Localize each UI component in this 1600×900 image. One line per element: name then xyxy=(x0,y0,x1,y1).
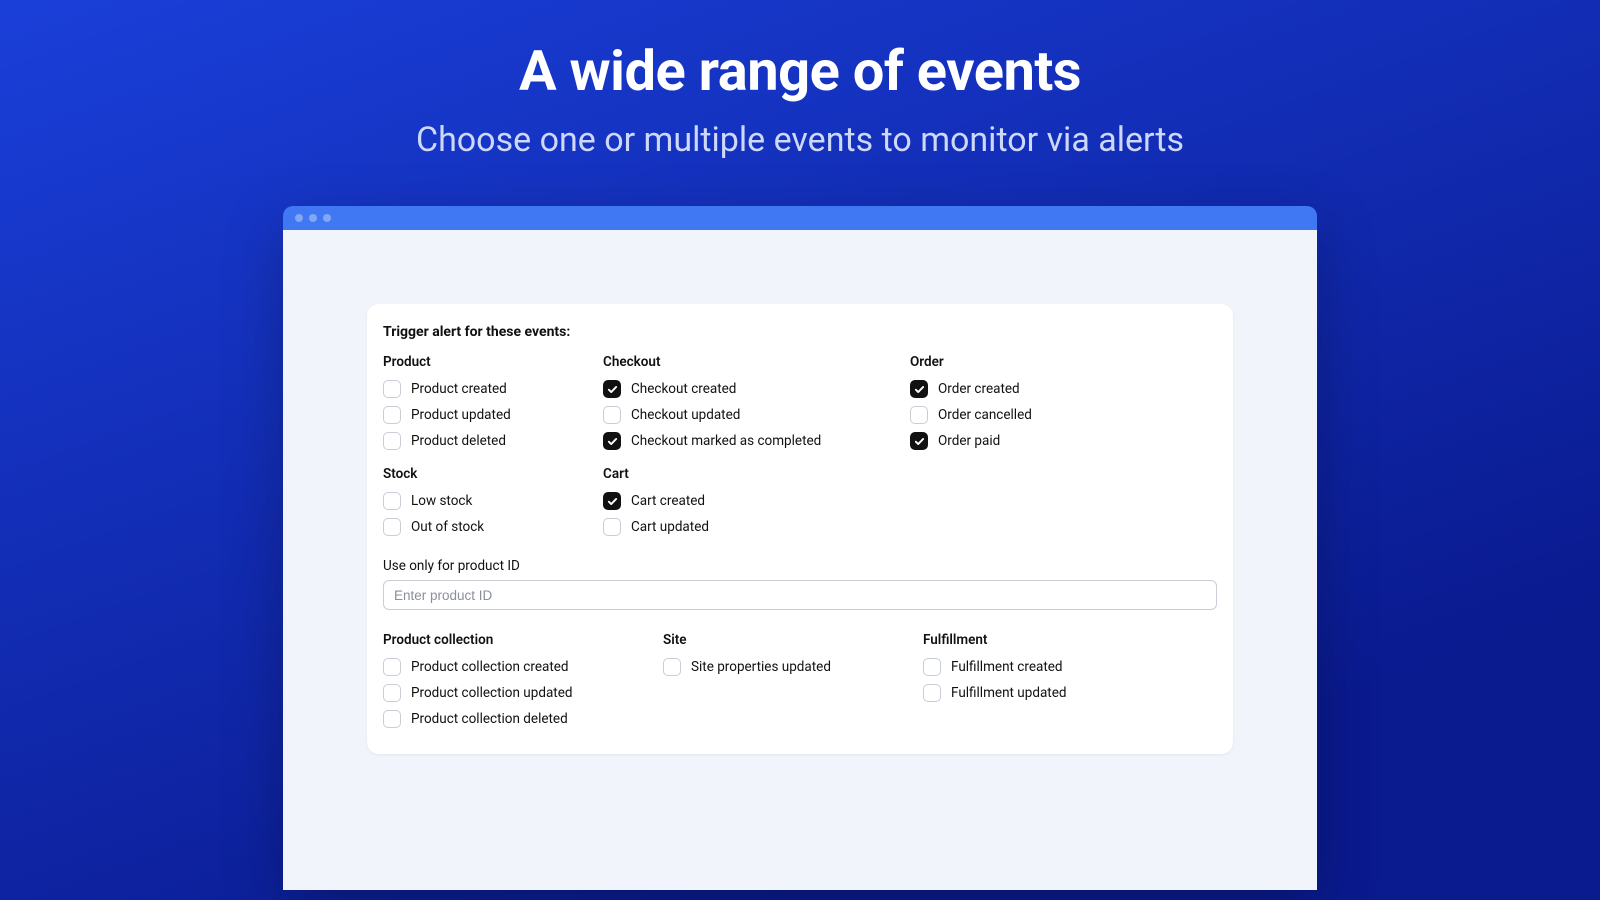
checkbox[interactable] xyxy=(910,432,928,450)
group-title: Order xyxy=(910,354,1217,370)
checkbox-row[interactable]: Fulfillment updated xyxy=(923,680,1217,706)
group-title: Checkout xyxy=(603,354,910,370)
checkbox[interactable] xyxy=(383,380,401,398)
checkbox-row[interactable]: Order paid xyxy=(910,428,1217,454)
event-group: Order Order created Order cancelled Order p… xyxy=(910,354,1217,454)
group-title: Stock xyxy=(383,466,603,482)
window-dot xyxy=(295,214,303,222)
product-id-block: Use only for product ID xyxy=(383,558,1217,610)
checkbox[interactable] xyxy=(383,658,401,676)
checkbox-label: Fulfillment created xyxy=(951,659,1063,675)
checkbox-label: Checkout marked as completed xyxy=(631,433,821,449)
event-group: Stock Low stock Out of stock xyxy=(383,466,603,540)
checkbox-row[interactable]: Product collection updated xyxy=(383,680,663,706)
checkbox[interactable] xyxy=(910,380,928,398)
checkbox-label: Order cancelled xyxy=(938,407,1032,423)
checkbox[interactable] xyxy=(383,684,401,702)
group-title: Fulfillment xyxy=(923,632,1217,648)
checkbox-row[interactable]: Order cancelled xyxy=(910,402,1217,428)
checkbox-label: Product deleted xyxy=(411,433,506,449)
checkbox[interactable] xyxy=(383,492,401,510)
checkbox-label: Out of stock xyxy=(411,519,484,535)
checkbox[interactable] xyxy=(603,492,621,510)
window-canvas: Trigger alert for these events: ProductP… xyxy=(283,230,1317,890)
checkbox-label: Cart updated xyxy=(631,519,709,535)
checkbox-label: Product collection deleted xyxy=(411,711,568,727)
checkbox-label: Order paid xyxy=(938,433,1000,449)
checkbox-label: Order created xyxy=(938,381,1020,397)
checkbox-label: Checkout created xyxy=(631,381,736,397)
checkbox[interactable] xyxy=(383,406,401,424)
checkbox-row[interactable]: Checkout updated xyxy=(603,402,910,428)
event-groups-bottom: Product collection Product collection cre… xyxy=(383,632,1217,732)
event-groups-top: Product Product created Product updated Pro… xyxy=(383,354,1217,454)
checkbox-row[interactable]: Order created xyxy=(910,376,1217,402)
checkbox-row[interactable]: Checkout created xyxy=(603,376,910,402)
event-group: Product collection Product collection cre… xyxy=(383,632,663,732)
window-dot xyxy=(323,214,331,222)
checkbox-row[interactable]: Site properties updated xyxy=(663,654,923,680)
window-titlebar xyxy=(283,206,1317,230)
checkbox-row[interactable]: Product collection deleted xyxy=(383,706,663,732)
hero-subtitle: Choose one or multiple events to monitor… xyxy=(0,120,1600,160)
checkbox-label: Product collection created xyxy=(411,659,569,675)
checkbox-row[interactable]: Product collection created xyxy=(383,654,663,680)
checkbox[interactable] xyxy=(383,432,401,450)
hero-title: A wide range of events xyxy=(0,38,1600,104)
checkbox-row[interactable]: Product updated xyxy=(383,402,603,428)
checkbox[interactable] xyxy=(603,432,621,450)
checkbox-row[interactable]: Low stock xyxy=(383,488,603,514)
checkbox-label: Product updated xyxy=(411,407,511,423)
event-group: Site Site properties updated xyxy=(663,632,923,732)
event-groups-mid: Stock Low stock Out of stock Cart Cart creat… xyxy=(383,466,1217,540)
checkbox-row[interactable]: Product created xyxy=(383,376,603,402)
event-group: Checkout Checkout created Checkout updated… xyxy=(603,354,910,454)
checkbox-label: Fulfillment updated xyxy=(951,685,1066,701)
checkbox[interactable] xyxy=(603,518,621,536)
app-window: Trigger alert for these events: ProductP… xyxy=(283,206,1317,890)
checkbox[interactable] xyxy=(383,710,401,728)
checkbox-label: Low stock xyxy=(411,493,472,509)
checkbox-label: Cart created xyxy=(631,493,705,509)
checkbox[interactable] xyxy=(603,406,621,424)
checkbox-row[interactable]: Cart updated xyxy=(603,514,910,540)
checkbox[interactable] xyxy=(383,518,401,536)
event-group: Fulfillment Fulfillment created Fulfillmen… xyxy=(923,632,1217,732)
product-id-label: Use only for product ID xyxy=(383,558,1217,574)
hero: A wide range of events Choose one or mul… xyxy=(0,0,1600,160)
checkbox-row[interactable]: Cart created xyxy=(603,488,910,514)
window-dot xyxy=(309,214,317,222)
group-title: Cart xyxy=(603,466,910,482)
checkbox-row[interactable]: Checkout marked as completed xyxy=(603,428,910,454)
checkbox-row[interactable]: Fulfillment created xyxy=(923,654,1217,680)
event-group: Cart Cart created Cart updated xyxy=(603,466,910,540)
checkbox-label: Site properties updated xyxy=(691,659,831,675)
product-id-input[interactable] xyxy=(383,580,1217,610)
checkbox-row[interactable]: Out of stock xyxy=(383,514,603,540)
group-title: Product xyxy=(383,354,603,370)
group-title: Site xyxy=(663,632,923,648)
card-title: Trigger alert for these events: xyxy=(383,324,1217,340)
event-group: Product Product created Product updated Pro… xyxy=(383,354,603,454)
checkbox-label: Checkout updated xyxy=(631,407,740,423)
checkbox[interactable] xyxy=(663,658,681,676)
checkbox-row[interactable]: Product deleted xyxy=(383,428,603,454)
checkbox-label: Product created xyxy=(411,381,507,397)
group-title: Product collection xyxy=(383,632,663,648)
checkbox[interactable] xyxy=(910,406,928,424)
checkbox[interactable] xyxy=(923,684,941,702)
checkbox[interactable] xyxy=(603,380,621,398)
events-card: Trigger alert for these events: ProductP… xyxy=(367,304,1233,754)
checkbox[interactable] xyxy=(923,658,941,676)
checkbox-label: Product collection updated xyxy=(411,685,572,701)
